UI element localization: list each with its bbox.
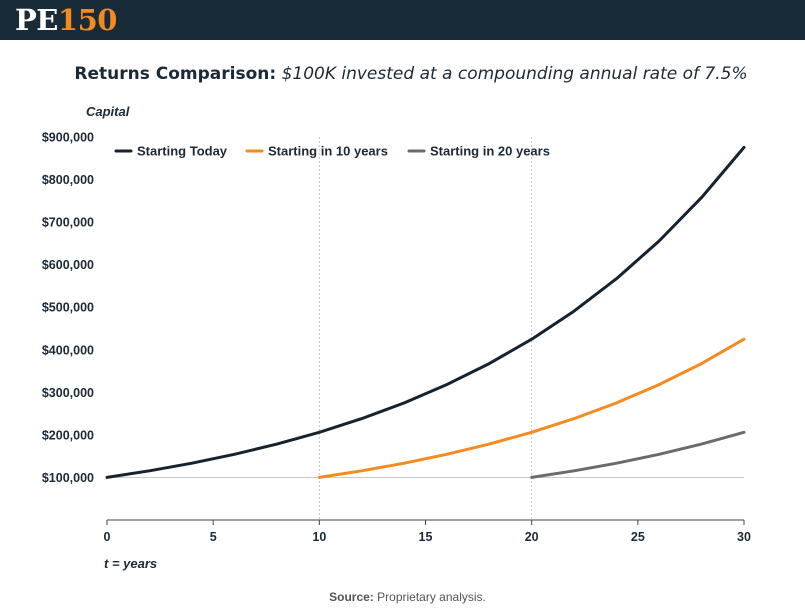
y-tick-label: $800,000: [42, 173, 94, 187]
source-label: Source:: [329, 590, 374, 604]
legend-label: Starting in 10 years: [268, 144, 388, 159]
series-line: [317, 337, 746, 479]
x-tick-label: 15: [419, 530, 433, 544]
legend-label: Starting in 20 years: [430, 144, 550, 159]
y-tick-label: $100,000: [42, 471, 94, 485]
guides-layer: [107, 137, 744, 520]
x-tick-label: 30: [737, 530, 751, 544]
chart-title: Returns Comparison: $100K invested at a …: [0, 64, 805, 84]
source-note: Source: Proprietary analysis.: [0, 590, 805, 604]
y-tick-label: $600,000: [42, 258, 94, 272]
y-tick-label: $700,000: [42, 216, 94, 230]
legend: Starting Today Starting in 10 years Starti…: [114, 144, 550, 159]
pe150-logo: PE150: [15, 1, 117, 39]
series-layer: [105, 145, 746, 479]
chart-title-italic: $100K invested at a compounding annual r…: [281, 64, 748, 84]
header-bar: PE150: [0, 0, 805, 40]
x-axis-title: t = years: [104, 556, 158, 571]
series-line: [530, 430, 746, 479]
axes-layer: 0 5 10 15 20 25 30 $100,000 $200,000 $300,000 $400…: [42, 131, 751, 545]
x-tick-label: 5: [210, 530, 217, 544]
y-tick-label: $400,000: [42, 343, 94, 357]
x-tick-label: 20: [525, 530, 539, 544]
series-line: [105, 145, 746, 479]
legend-label: Starting Today: [137, 144, 228, 159]
x-tick-label: 10: [312, 530, 326, 544]
logo-150-text: 150: [57, 3, 118, 37]
y-axis-title: Capital: [86, 104, 130, 119]
x-tick-label: 25: [631, 530, 645, 544]
y-tick-label: $300,000: [42, 386, 94, 400]
source-text: Proprietary analysis.: [377, 590, 486, 604]
y-tick-label: $500,000: [42, 301, 94, 315]
chart-title-bold: Returns Comparison:: [74, 64, 277, 84]
logo-pe-text: PE: [15, 3, 58, 37]
y-tick-label: $200,000: [42, 428, 94, 442]
x-tick-label: 0: [104, 530, 111, 544]
y-tick-label: $900,000: [42, 131, 94, 145]
